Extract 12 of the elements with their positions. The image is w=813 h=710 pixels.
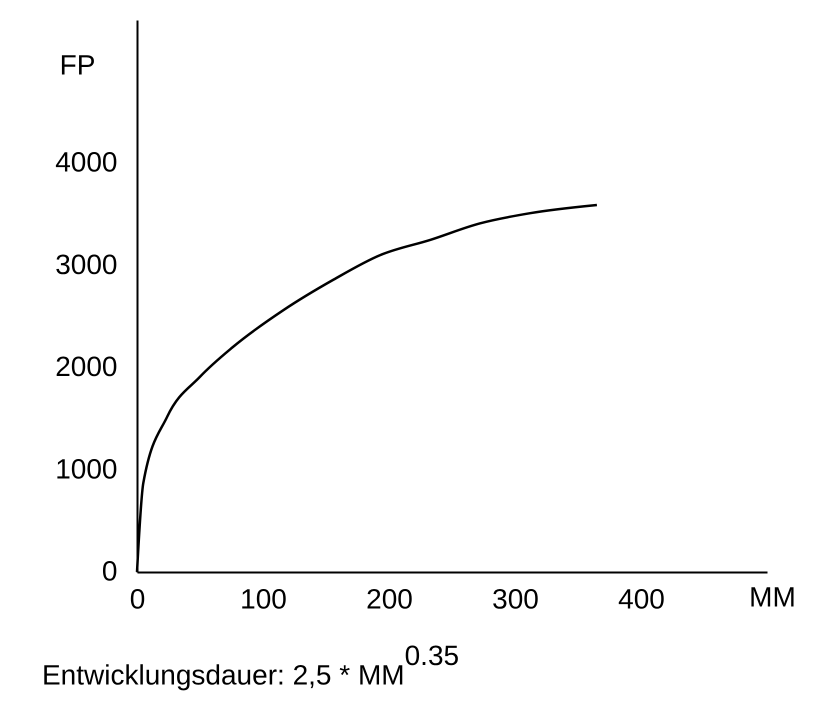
y-tick-label: 2000: [55, 351, 118, 382]
x-axis-title: MM: [749, 582, 796, 612]
x-tick-label: 200: [366, 584, 413, 614]
y-axis-title: FP: [60, 50, 96, 80]
y-tick-label: 1000: [55, 453, 118, 484]
y-tick-label: 4000: [55, 146, 118, 178]
x-tick-label: 300: [492, 584, 539, 614]
x-tick-label: 0: [130, 584, 146, 614]
x-tick-label: 100: [240, 584, 287, 614]
y-tick-label: 0: [102, 556, 118, 586]
y-tick-label: 3000: [55, 248, 118, 280]
x-tick-label: 400: [618, 584, 665, 614]
